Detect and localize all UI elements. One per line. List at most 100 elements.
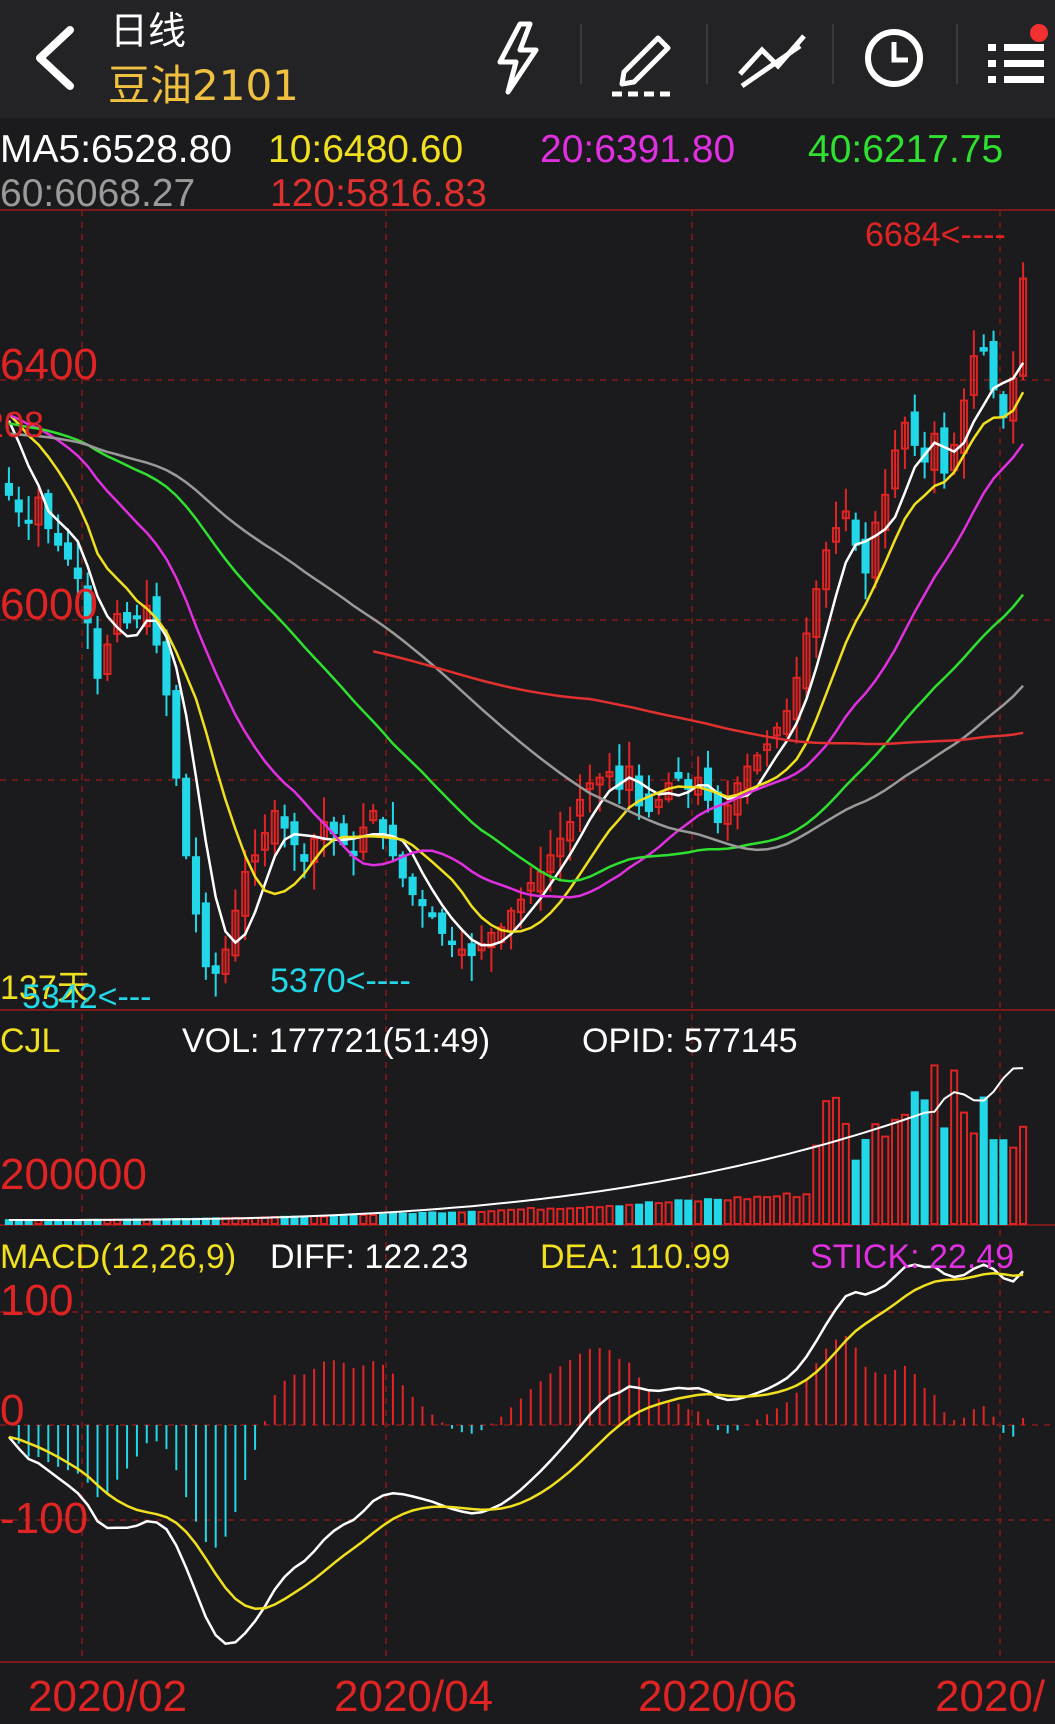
candle-body <box>369 809 378 822</box>
volume-bar <box>891 1118 900 1225</box>
candle-body <box>575 798 585 817</box>
menu-button[interactable] <box>974 16 1055 100</box>
drawing-tools-icon <box>738 34 806 89</box>
candle-body <box>73 567 82 579</box>
volume-bar <box>408 1213 417 1225</box>
top-bar: 日线 豆油2101 <box>0 0 1055 118</box>
candle-body <box>14 499 23 513</box>
volume-bar <box>822 1100 831 1225</box>
macd-dea-value: DEA: 110.99 <box>540 1238 731 1276</box>
price-axis-label: 6000 <box>0 580 98 629</box>
open-interest-line <box>8 1067 1024 1221</box>
volume-bar <box>556 1207 565 1225</box>
moving-average-lines <box>7 362 1025 947</box>
candle-body <box>891 449 900 490</box>
volume-bar <box>575 1206 585 1226</box>
candle-body <box>221 948 230 975</box>
candle-body <box>408 876 417 896</box>
macd-diff-value: DIFF: 122.23 <box>270 1238 469 1276</box>
volume-bar <box>644 1201 653 1226</box>
volume-bar <box>802 1193 811 1226</box>
volume-bar <box>772 1195 781 1226</box>
volume-bar <box>615 1205 624 1225</box>
volume-bar <box>516 1208 525 1226</box>
candle-body <box>63 542 73 560</box>
ma5-line <box>7 362 1025 947</box>
volume-bar <box>635 1203 644 1225</box>
candle-body <box>841 510 850 520</box>
volume-bar <box>920 1099 929 1226</box>
candle-body <box>142 604 151 628</box>
volume-bar <box>477 1210 486 1226</box>
candle-body <box>566 821 575 842</box>
volume-bar <box>782 1192 791 1226</box>
candle-body <box>83 585 92 624</box>
volume-bar <box>664 1201 673 1225</box>
candle-body <box>910 411 919 446</box>
volume-bar <box>851 1159 860 1225</box>
clock-button[interactable] <box>852 16 942 100</box>
volume-axis-label: 200000 <box>0 1150 147 1199</box>
candle-body <box>457 948 466 956</box>
drawing-tools-button[interactable] <box>728 16 818 100</box>
candle-body <box>871 521 880 579</box>
volume-bar <box>526 1207 535 1226</box>
volume-bar <box>438 1212 447 1226</box>
ma120-label: 120:5816.83 <box>270 172 487 215</box>
candle-body <box>93 628 102 679</box>
volume-bar <box>881 1135 890 1225</box>
toolbar-divider <box>580 24 582 84</box>
volume-bar <box>369 1213 378 1225</box>
volume-bar <box>487 1210 496 1225</box>
volume-bar <box>861 1139 870 1226</box>
menu-list-icon <box>988 44 1044 83</box>
macd-indicator <box>7 1263 1025 1646</box>
candle-body <box>526 882 535 892</box>
volume-bar <box>743 1198 752 1226</box>
volume-bar <box>585 1205 594 1226</box>
volume-bar <box>359 1213 368 1226</box>
volume-bar <box>831 1096 841 1225</box>
lightning-button[interactable] <box>474 16 564 100</box>
back-button[interactable] <box>22 18 92 98</box>
candle-body <box>674 771 683 779</box>
price-axis-label: 6208 <box>0 404 44 445</box>
volume-value: VOL: 177721(51:49) <box>182 1022 491 1060</box>
volume-bar <box>428 1211 437 1225</box>
candle-body <box>1019 277 1028 377</box>
volume-bar <box>812 1144 821 1226</box>
candle-body <box>812 588 821 638</box>
volume-bar <box>447 1211 457 1225</box>
candle-body <box>123 612 132 624</box>
time-axis-label: 2020/ <box>935 1672 1046 1721</box>
candle-body <box>772 726 781 737</box>
candle-body <box>241 870 250 917</box>
volume-bar <box>507 1208 516 1225</box>
ma10-line <box>8 391 1025 934</box>
time-axis-label: 2020/06 <box>638 1672 798 1721</box>
candle-body <box>654 798 663 808</box>
volume-bar <box>684 1199 693 1226</box>
candle-body <box>428 912 437 918</box>
macd-stick-value: STICK: 22.49 <box>810 1238 1015 1276</box>
candle-body <box>172 690 181 779</box>
volume-bar <box>733 1196 742 1225</box>
low-price-marker: 5370<---- <box>270 962 411 1000</box>
candle-body <box>851 519 860 546</box>
chart-grid <box>0 209 1055 1663</box>
volume-bar <box>723 1199 732 1225</box>
volume-bar <box>388 1212 397 1225</box>
volume-bar <box>566 1207 575 1226</box>
volume-panel-title: CJL <box>0 1022 61 1060</box>
volume-bar <box>497 1209 506 1226</box>
volume-bar <box>999 1139 1008 1226</box>
toolbar-divider <box>956 24 958 84</box>
macd-axis-label: 0 <box>0 1386 25 1435</box>
candle-body <box>300 854 309 862</box>
time-axis-label: 2020/04 <box>334 1672 494 1721</box>
candle-body <box>556 837 565 858</box>
volume-bar <box>457 1211 466 1226</box>
pencil-button[interactable] <box>600 16 690 100</box>
candle-body <box>339 823 348 846</box>
